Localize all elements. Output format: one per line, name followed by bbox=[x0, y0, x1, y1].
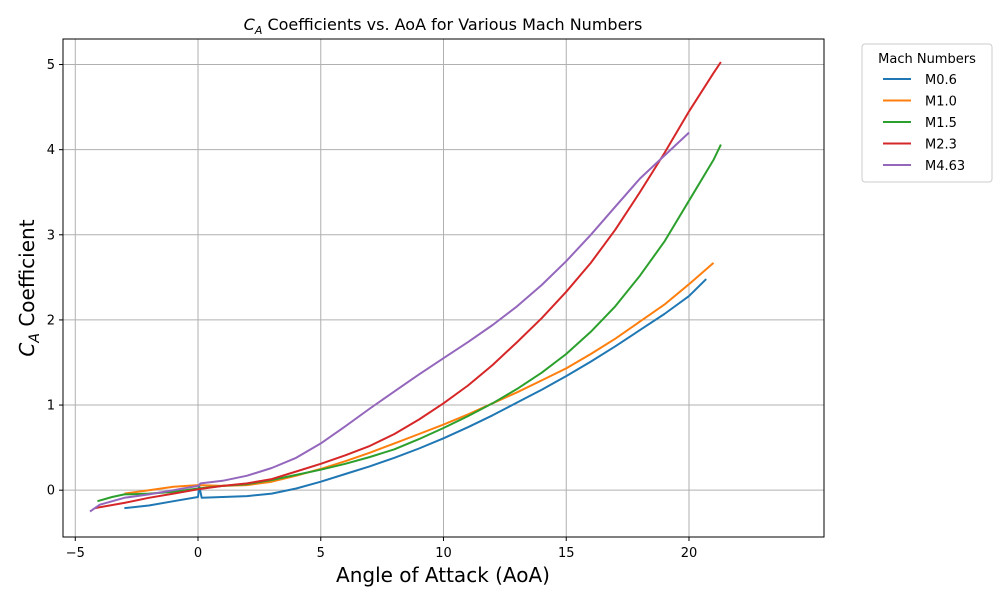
legend-items: M0.6 M1.0 M1.5 M2.3 M4.63 bbox=[883, 73, 965, 174]
y-tick-label: 0 bbox=[47, 484, 55, 499]
series-line-m1-0 bbox=[124, 262, 715, 495]
series-line-m0-6 bbox=[124, 278, 707, 510]
x-tick-label: −5 bbox=[66, 546, 85, 561]
legend-label: M2.3 bbox=[925, 138, 957, 153]
series-lines bbox=[89, 61, 722, 513]
x-tick-label: 10 bbox=[435, 546, 452, 561]
legend-label: M1.5 bbox=[925, 116, 957, 131]
y-tick-label: 3 bbox=[47, 228, 55, 243]
y-label-text: Coefficient bbox=[15, 219, 39, 326]
chart-title: CA Coefficients vs. AoA for Various Mach… bbox=[244, 15, 643, 37]
y-tick-label: 2 bbox=[47, 313, 55, 328]
x-tick-label: 5 bbox=[317, 546, 325, 561]
legend-label: M1.0 bbox=[925, 95, 957, 110]
x-tick-label: 0 bbox=[194, 546, 202, 561]
legend: Mach Numbers M0.6 M1.0 M1.5 M2.3 M4.63 bbox=[861, 43, 993, 183]
y-axis-label: CA Coefficient bbox=[15, 219, 43, 356]
y-label-symbol-sub: A bbox=[27, 333, 43, 344]
series-line-m1-5 bbox=[97, 144, 722, 503]
series-line-m4-63 bbox=[89, 131, 690, 513]
axis-ticks: −5 0 5 10 15 20 0 1 2 3 4 5 bbox=[47, 58, 698, 561]
title-symbol-sub: A bbox=[254, 24, 263, 37]
title-text: Coefficients vs. AoA for Various Mach Nu… bbox=[267, 15, 642, 34]
y-tick-label: 1 bbox=[47, 399, 55, 414]
x-tick-label: 15 bbox=[558, 546, 575, 561]
y-label-symbol: C bbox=[15, 343, 39, 357]
y-tick-label: 4 bbox=[47, 143, 55, 158]
legend-label: M4.63 bbox=[925, 159, 965, 174]
y-tick-label: 5 bbox=[47, 58, 55, 73]
x-tick-label: 20 bbox=[681, 546, 698, 561]
title-symbol: C bbox=[244, 15, 256, 34]
x-axis-label: Angle of Attack (AoA) bbox=[336, 563, 550, 587]
legend-title: Mach Numbers bbox=[878, 52, 976, 67]
legend-label: M0.6 bbox=[925, 73, 957, 88]
series-line-m2-3 bbox=[94, 61, 722, 510]
grid-lines bbox=[63, 39, 824, 537]
